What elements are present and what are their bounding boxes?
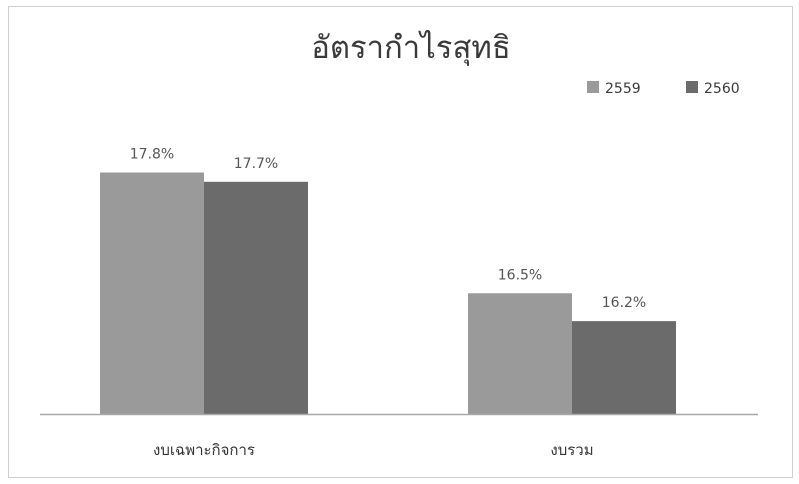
value-label: 16.2% [602, 295, 646, 311]
legend: 2559 2560 [587, 81, 740, 97]
legend-label: 2559 [605, 81, 641, 97]
bar-2560-0 [204, 181, 308, 414]
legend-swatch-2560 [686, 81, 698, 93]
chart-title: อัตรากำไรสุทธิ [311, 30, 511, 67]
bar-2560-1 [572, 321, 676, 414]
value-label: 17.7% [234, 156, 278, 172]
value-label: 17.8% [130, 147, 174, 163]
category-labels: งบเฉพาะกิจการ งบรวม [153, 441, 594, 459]
bar-2559-0 [100, 172, 204, 414]
legend-label: 2560 [704, 81, 740, 97]
bar-2559-1 [468, 293, 572, 414]
legend-swatch-2559 [587, 81, 599, 93]
bars-group: 17.8% 17.7% 16.5% 16.2% [100, 147, 676, 414]
value-label: 16.5% [498, 267, 542, 283]
category-label: งบรวม [550, 441, 593, 459]
category-label: งบเฉพาะกิจการ [153, 441, 255, 459]
